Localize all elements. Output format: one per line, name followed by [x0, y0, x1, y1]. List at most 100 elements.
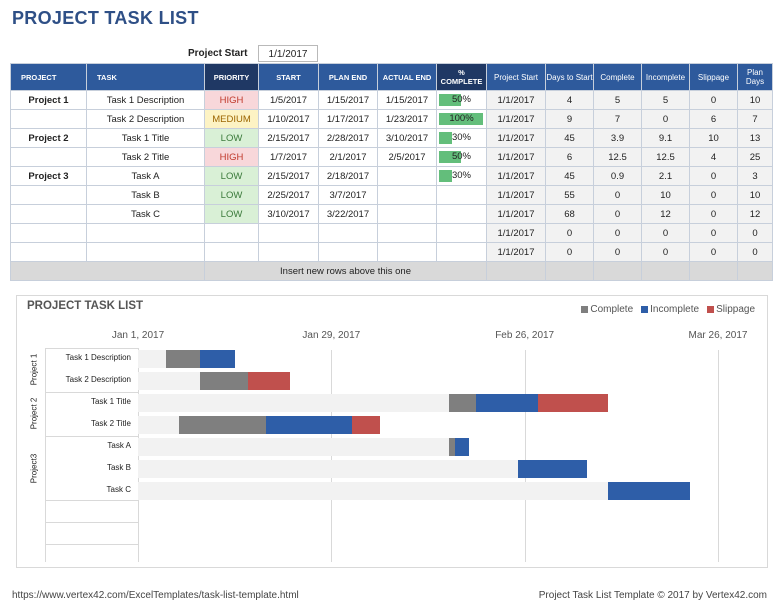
priority-cell[interactable]: MEDIUM	[204, 109, 259, 129]
plan-end-cell[interactable]	[318, 242, 378, 262]
gantt-bar-incomplete	[607, 482, 691, 500]
start-cell[interactable]	[258, 223, 319, 243]
priority-cell[interactable]: LOW	[204, 204, 259, 224]
gantt-bar-incomplete	[200, 350, 235, 368]
plan-end-cell[interactable]	[318, 223, 378, 243]
priority-cell[interactable]	[204, 242, 259, 262]
table-row: Project 2 Task 1 Title LOW 2/15/2017 2/28/20…	[10, 128, 773, 148]
task-cell[interactable]	[86, 242, 205, 262]
chart-legend: Complete Incomplete Slippage	[581, 304, 755, 315]
project-cell[interactable]	[10, 242, 87, 262]
actual-end-cell[interactable]	[377, 242, 437, 262]
group-separator	[45, 348, 138, 349]
percent-complete-cell[interactable]	[436, 204, 487, 224]
start-cell[interactable]: 1/10/2017	[258, 109, 319, 129]
project-start-cell: 1/1/2017	[486, 185, 546, 205]
start-cell[interactable]: 3/10/2017	[258, 204, 319, 224]
project-cell[interactable]	[10, 204, 87, 224]
start-cell[interactable]: 2/25/2017	[258, 185, 319, 205]
complete-cell: 0	[593, 223, 642, 243]
priority-cell[interactable]	[204, 223, 259, 243]
plan-end-cell[interactable]: 3/7/2017	[318, 185, 378, 205]
percent-complete-cell[interactable]	[436, 185, 487, 205]
footer-url[interactable]: https://www.vertex42.com/ExcelTemplates/…	[12, 590, 299, 601]
incomplete-cell: 0	[641, 223, 690, 243]
priority-cell[interactable]: LOW	[204, 128, 259, 148]
incomplete-cell: 10	[641, 185, 690, 205]
gridline	[331, 350, 333, 562]
project-cell[interactable]	[10, 147, 87, 167]
task-cell[interactable]: Task 2 Description	[86, 109, 205, 129]
plan-end-cell[interactable]: 2/18/2017	[318, 166, 378, 186]
category-label: Task 2 Description	[65, 375, 131, 384]
days-to-start-cell: 0	[545, 223, 594, 243]
project-cell[interactable]	[10, 223, 87, 243]
slippage-cell: 4	[689, 147, 738, 167]
actual-end-cell[interactable]	[377, 223, 437, 243]
percent-complete-cell[interactable]: 50%	[436, 90, 487, 110]
gantt-bar-incomplete	[475, 394, 539, 412]
priority-cell[interactable]: HIGH	[204, 90, 259, 110]
start-cell[interactable]: 1/7/2017	[258, 147, 319, 167]
percent-complete-cell[interactable]	[436, 223, 487, 243]
legend-label: Complete	[590, 304, 634, 315]
task-cell[interactable]: Task 1 Title	[86, 128, 205, 148]
percent-complete-text: 50%	[451, 94, 471, 105]
group-separator	[45, 392, 138, 393]
actual-end-cell[interactable]: 1/15/2017	[377, 90, 437, 110]
header-slippage: Slippage	[689, 63, 738, 91]
start-cell[interactable]: 2/15/2017	[258, 166, 319, 186]
task-cell[interactable]: Task 1 Description	[86, 90, 205, 110]
plan-end-cell[interactable]: 1/15/2017	[318, 90, 378, 110]
project-cell[interactable]	[10, 185, 87, 205]
incomplete-cell: 2.1	[641, 166, 690, 186]
project-start-input[interactable]: 1/1/2017	[258, 45, 318, 62]
actual-end-cell[interactable]	[377, 166, 437, 186]
group-separator	[45, 436, 138, 437]
days-to-start-cell: 45	[545, 166, 594, 186]
percent-complete-cell[interactable]: 50%	[436, 147, 487, 167]
percent-complete-cell[interactable]: 100%	[436, 109, 487, 129]
header-incomplete: Incomplete	[641, 63, 690, 91]
project-cell[interactable]: Project 3	[10, 166, 87, 186]
plan-end-cell[interactable]: 2/28/2017	[318, 128, 378, 148]
start-cell[interactable]: 1/5/2017	[258, 90, 319, 110]
gantt-bar-incomplete	[517, 460, 587, 478]
actual-end-cell[interactable]: 3/10/2017	[377, 128, 437, 148]
percent-complete-cell[interactable]: 30%	[436, 166, 487, 186]
task-cell[interactable]: Task A	[86, 166, 205, 186]
slippage-cell: 6	[689, 109, 738, 129]
slippage-cell: 0	[689, 223, 738, 243]
project-cell[interactable]: Project 2	[10, 128, 87, 148]
task-cell[interactable]: Task 2 Title	[86, 147, 205, 167]
page-title: PROJECT TASK LIST	[12, 8, 199, 28]
priority-cell[interactable]: HIGH	[204, 147, 259, 167]
start-cell[interactable]	[258, 242, 319, 262]
plan-end-cell[interactable]: 2/1/2017	[318, 147, 378, 167]
actual-end-cell[interactable]	[377, 185, 437, 205]
group-axis-line	[45, 348, 46, 562]
priority-cell[interactable]: LOW	[204, 166, 259, 186]
actual-end-cell[interactable]: 2/5/2017	[377, 147, 437, 167]
task-cell[interactable]	[86, 223, 205, 243]
header-complete: Complete	[593, 63, 642, 91]
priority-cell[interactable]: LOW	[204, 185, 259, 205]
percent-complete-cell[interactable]	[436, 242, 487, 262]
project-cell[interactable]	[10, 109, 87, 129]
slippage-cell: 0	[689, 166, 738, 186]
percent-complete-text: 30%	[451, 170, 471, 181]
plan-end-cell[interactable]: 1/17/2017	[318, 109, 378, 129]
group-label: Project3	[29, 453, 39, 484]
task-cell[interactable]: Task C	[86, 204, 205, 224]
task-cell[interactable]: Task B	[86, 185, 205, 205]
percent-complete-cell[interactable]: 30%	[436, 128, 487, 148]
table-row: Task 2 Title HIGH 1/7/2017 2/1/2017 2/5/2017…	[10, 147, 773, 167]
gridline	[524, 350, 526, 562]
project-cell[interactable]: Project 1	[10, 90, 87, 110]
actual-end-cell[interactable]	[377, 204, 437, 224]
actual-end-cell[interactable]: 1/23/2017	[377, 109, 437, 129]
legend-swatch	[641, 306, 649, 313]
start-cell[interactable]: 2/15/2017	[258, 128, 319, 148]
category-label: Task B	[106, 463, 131, 472]
plan-end-cell[interactable]: 3/22/2017	[318, 204, 378, 224]
